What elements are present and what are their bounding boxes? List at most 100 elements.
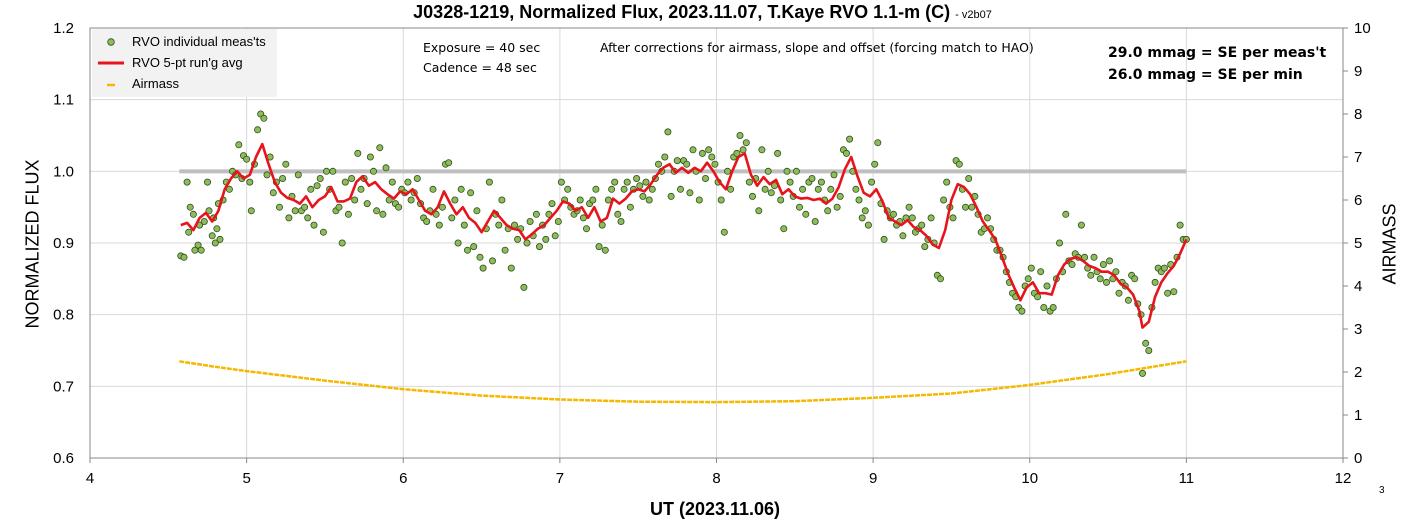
y-tick-label: 1.0 [53, 163, 74, 180]
data-point [1056, 239, 1064, 247]
data-point [376, 144, 384, 152]
data-point [294, 171, 302, 179]
y-axis-title: NORMALIZED FLUX [22, 159, 43, 329]
data-point [1096, 275, 1104, 283]
data-point [423, 217, 431, 225]
data-point [551, 232, 559, 240]
se-per-measurement: 29.0 mmag = SE per meas't [1108, 45, 1327, 61]
airmass-series [179, 360, 1187, 404]
data-point [263, 171, 271, 179]
data-point [1043, 282, 1051, 290]
data-point [836, 192, 844, 200]
data-point [592, 185, 600, 193]
data-point [208, 232, 216, 240]
data-point [683, 160, 691, 168]
data-point [216, 235, 224, 243]
chart-title: J0328-1219, Normalized Flux, 2023.11.07,… [0, 2, 1405, 23]
data-point [786, 178, 794, 186]
data-point [1068, 260, 1076, 268]
data-point [742, 139, 750, 147]
data-point [918, 221, 926, 229]
data-point [407, 196, 415, 204]
data-point [369, 167, 377, 175]
data-point [626, 203, 634, 211]
y2-tick-label: 4 [1354, 278, 1362, 295]
data-point [1090, 253, 1098, 261]
y2-axis-title: AIRMASS [1379, 203, 1400, 285]
data-point [899, 232, 907, 240]
data-point [843, 149, 851, 157]
data-point [1142, 339, 1150, 347]
data-point [783, 167, 791, 175]
data-point [943, 178, 951, 186]
data-point [514, 235, 522, 243]
x-tick-label: 7 [556, 470, 564, 487]
data-point [1131, 275, 1139, 283]
y-tick-label: 1.1 [53, 92, 74, 109]
data-point [445, 159, 453, 167]
y2-tick-label: 7 [1354, 149, 1362, 166]
x-axis-title: UT (2023.11.06) [649, 499, 781, 519]
data-point [1106, 257, 1114, 265]
data-point [269, 189, 277, 197]
data-point [949, 214, 957, 222]
data-point [733, 149, 741, 157]
y-tick-label: 0.7 [53, 378, 74, 395]
data-point [460, 221, 468, 229]
data-point [1081, 253, 1089, 261]
y2-tick-label: 0 [1354, 450, 1362, 467]
data-point [777, 196, 785, 204]
data-point [1176, 221, 1184, 229]
data-point [205, 207, 213, 215]
data-point [689, 146, 697, 154]
data-point [1103, 278, 1111, 286]
data-point [429, 185, 437, 193]
data-point [413, 174, 421, 182]
legend-item-measurements: RVO individual meas'ts [98, 33, 266, 51]
data-point [185, 228, 193, 236]
data-point [1040, 303, 1048, 311]
y2-tick-label: 9 [1354, 63, 1362, 80]
data-point [186, 203, 194, 211]
y2-tick-label: 3 [1354, 321, 1362, 338]
data-point [595, 243, 603, 251]
data-point [880, 235, 888, 243]
data-point [1077, 221, 1085, 229]
data-point [890, 210, 898, 218]
airmass-line [179, 360, 1187, 404]
data-point [225, 185, 233, 193]
data-point [260, 114, 268, 122]
y-tick-label: 1.2 [53, 20, 74, 37]
legend-label: Airmass [132, 76, 179, 91]
data-point [467, 189, 475, 197]
y-tick-label: 0.9 [53, 235, 74, 252]
data-point [642, 178, 650, 186]
data-point [348, 174, 356, 182]
data-point [463, 246, 471, 254]
data-point [470, 243, 478, 251]
legend-item-airmass: Airmass [98, 75, 179, 93]
x-tick-label: 4 [86, 470, 94, 487]
data-point [301, 203, 309, 211]
data-point [279, 174, 287, 182]
data-point [542, 235, 550, 243]
data-point [962, 203, 970, 211]
data-point [180, 253, 188, 261]
data-point [780, 225, 788, 233]
data-point [724, 167, 732, 175]
data-point [194, 241, 202, 249]
legend-marker-red-line [98, 54, 124, 72]
data-point [357, 185, 365, 193]
data-point [871, 160, 879, 168]
data-point [243, 155, 251, 163]
data-point [373, 207, 381, 215]
data-point [507, 264, 515, 272]
data-point [739, 146, 747, 154]
data-point [645, 196, 653, 204]
tick-labels: 4 5 6 7 8 9 10 11 120.60.70.80.91.01.11.20123456… [53, 20, 1371, 487]
data-point [354, 149, 362, 157]
data-point [817, 178, 825, 186]
legend-item-running-avg: RVO 5-pt run'g avg [98, 54, 243, 72]
x-tick-label: 6 [399, 470, 407, 487]
chart-title-version: - v2b07 [955, 9, 992, 21]
